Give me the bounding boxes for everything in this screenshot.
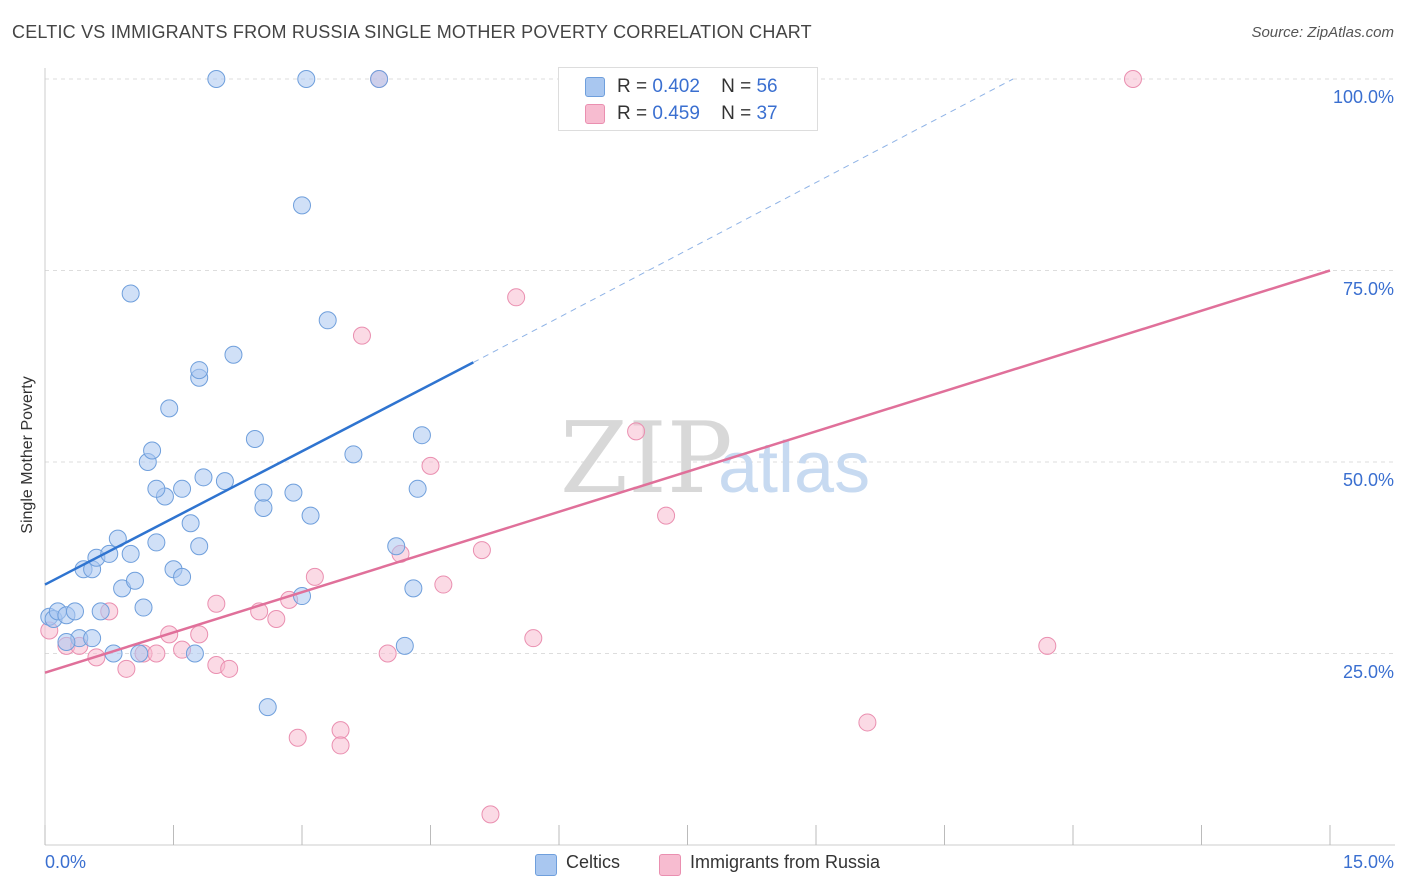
celtics-point <box>412 426 431 445</box>
russia-point <box>378 644 397 663</box>
celtics-point <box>125 571 144 590</box>
russia-point <box>657 506 676 525</box>
bottom-legend-celtics: Celtics <box>566 852 621 872</box>
bottom-legend-swatch-celtics <box>535 854 557 876</box>
celtics-point <box>190 537 209 556</box>
axes <box>44 68 1395 846</box>
celtics-point <box>408 479 427 498</box>
celtics-point <box>147 533 166 552</box>
celtics-point <box>173 479 192 498</box>
celtics-point <box>130 644 149 663</box>
celtics-point <box>224 345 243 364</box>
celtics-point <box>57 633 76 652</box>
celtics-point <box>404 579 423 598</box>
russia-point <box>305 567 324 586</box>
russia-point <box>1038 636 1057 655</box>
series-celtics <box>40 70 431 717</box>
legend-n-value: 56 <box>756 76 778 97</box>
russia-trend-line <box>44 269 1331 674</box>
celtics-point <box>370 70 389 88</box>
chart-title: CELTIC VS IMMIGRANTS FROM RUSSIA SINGLE … <box>12 22 812 42</box>
trend-lines <box>44 78 1331 674</box>
russia-point <box>481 805 500 824</box>
celtics-point <box>254 483 273 502</box>
celtics-point <box>91 602 110 621</box>
celtics-point <box>297 70 316 88</box>
russia-point <box>352 326 371 345</box>
watermark-atlas: atlas <box>718 428 870 508</box>
russia-point <box>117 659 136 678</box>
legend-r-label: R = <box>617 76 648 97</box>
legend-r-label: R = <box>617 103 648 124</box>
legend-row-russia: R = 0.459 N = 37 <box>617 103 778 125</box>
russia-point <box>147 644 166 663</box>
source-label: Source: ZipAtlas.com <box>1251 24 1394 41</box>
celtics-point <box>143 441 162 460</box>
russia-point <box>331 721 350 740</box>
russia-point <box>267 610 286 629</box>
legend-swatch-russia <box>585 104 605 124</box>
legend-n-value: 37 <box>756 103 778 124</box>
celtics-point <box>207 70 226 88</box>
legend-r-value: 0.459 <box>652 103 700 124</box>
legend-n-label: N = <box>721 103 752 124</box>
russia-point <box>627 422 646 441</box>
celtics-point <box>387 537 406 556</box>
celtics-point <box>318 311 337 330</box>
celtics-point <box>147 479 166 498</box>
bottom-legend-swatch-russia <box>659 854 681 876</box>
russia-point <box>207 594 226 613</box>
celtics-point <box>215 472 234 491</box>
celtics-point <box>65 602 84 621</box>
gridlines <box>45 78 1395 654</box>
celtics-point <box>121 544 140 563</box>
russia-point <box>1123 70 1142 88</box>
celtics-point <box>395 636 414 655</box>
celtics-point <box>293 196 311 215</box>
celtics-trend-extension <box>473 78 1014 363</box>
celtics-point <box>134 598 153 617</box>
russia-point <box>421 456 440 475</box>
russia-point <box>434 575 453 594</box>
legend-row-celtics: R = 0.402 N = 56 <box>617 76 778 98</box>
celtics-point <box>181 514 200 533</box>
russia-point <box>507 288 526 307</box>
legend-r-value: 0.402 <box>652 76 700 97</box>
russia-point <box>331 736 350 755</box>
russia-point <box>190 625 209 644</box>
celtics-point <box>344 445 363 464</box>
watermark-zip: ZIP <box>560 402 733 516</box>
celtics-point <box>83 629 102 648</box>
celtics-point <box>245 430 264 449</box>
russia-point <box>288 728 307 747</box>
legend-swatch-celtics <box>585 77 605 97</box>
y-tick-label: 50.0% <box>1342 470 1394 490</box>
russia-point <box>220 659 239 678</box>
celtics-point <box>254 498 273 517</box>
celtics-trend-line <box>44 361 474 586</box>
y-tick-label: 75.0% <box>1342 278 1394 299</box>
celtics-point <box>173 567 192 586</box>
celtics-point <box>301 506 320 525</box>
russia-point <box>524 629 543 648</box>
y-tick-label: 25.0% <box>1342 661 1394 682</box>
russia-point <box>472 541 491 560</box>
legend-n-label: N = <box>721 76 752 97</box>
celtics-point <box>194 468 213 487</box>
celtics-point <box>121 284 140 303</box>
celtics-point <box>284 483 303 502</box>
celtics-point <box>190 361 209 380</box>
bottom-legend-russia: Immigrants from Russia <box>690 852 881 872</box>
russia-point <box>858 713 877 732</box>
x-tick-label: 15.0% <box>1342 852 1394 872</box>
celtics-point <box>258 698 277 717</box>
celtics-point <box>160 399 179 418</box>
legend: R = 0.402 N = 56 R = 0.459 N = 37 <box>558 67 818 131</box>
celtics-point <box>185 644 204 663</box>
y-tick-label: 100.0% <box>1332 87 1394 107</box>
x-tick-label: 0.0% <box>45 852 87 872</box>
